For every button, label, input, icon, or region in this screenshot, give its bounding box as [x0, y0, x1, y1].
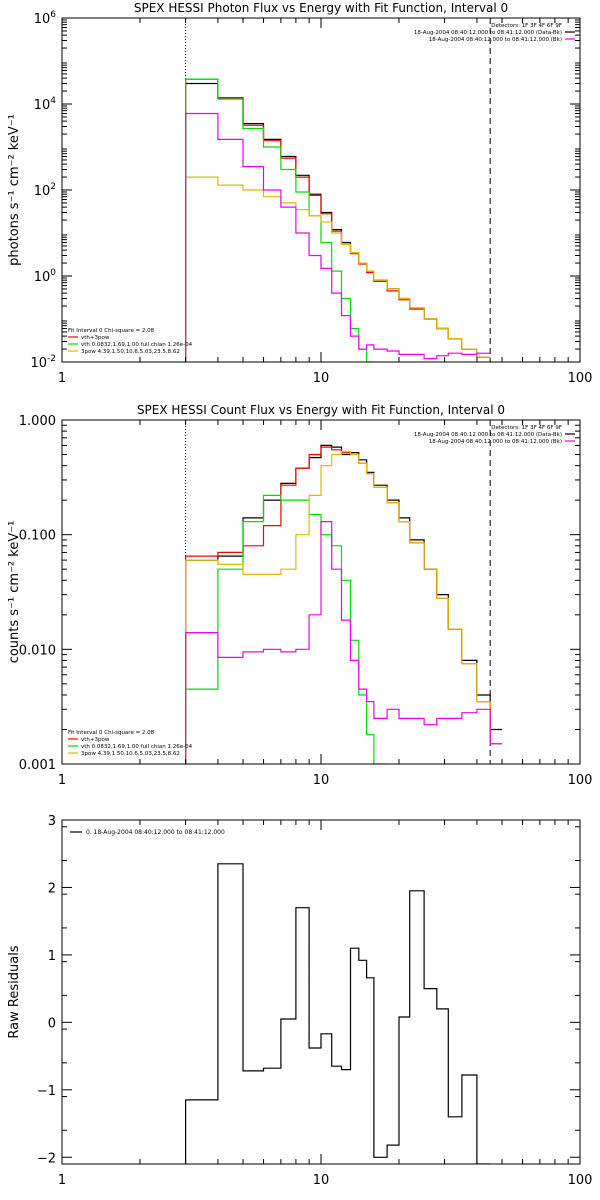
x-tick-label: 100	[568, 1173, 593, 1188]
y-tick-exponent: -2	[47, 354, 56, 364]
y-tick-label: 104	[34, 96, 57, 113]
fit-legend-text: vth 0.0832,1.69,1.00 full chian 1.26e-04	[81, 342, 193, 348]
y-tick-label: −2	[37, 1151, 56, 1166]
chart-title: SPEX HESSI Photon Flux vs Energy with Fi…	[134, 1, 508, 15]
y-tick-base: 10	[34, 98, 51, 113]
legend-entry-text: 18-Aug-2004 08:40:12.000 to 08:41:12.000…	[429, 37, 562, 43]
series-group	[185, 78, 491, 362]
y-tick-label: 1.000	[19, 414, 56, 429]
x-tick-label: 10	[313, 773, 330, 788]
fit-legend-text: 3pow 4.39,1.50,10.6,5.03,23.5,8.62	[81, 751, 180, 757]
x-tick-label: 100	[568, 773, 593, 788]
y-tick-base: 10	[34, 270, 51, 285]
y-tick-label: 3	[48, 814, 56, 829]
fit-legend-text: vth+3pow	[81, 737, 110, 743]
y-tick-exponent: 4	[50, 96, 56, 106]
y-axis-label: counts s⁻¹ cm⁻² keV⁻¹	[7, 521, 22, 664]
y-tick-base: 10	[34, 12, 51, 27]
legend-bottom-left: Fit Interval 0 Chi-square = 2.08vth+3pow…	[68, 730, 193, 757]
y-tick-exponent: 2	[50, 182, 56, 192]
legend-entry-text: 18-Aug-2004 08:40:12.000 to 08:41:12.000…	[429, 439, 562, 445]
fit-legend-title: Fit Interval 0 Chi-square = 2.08	[68, 328, 155, 334]
legend-top-left: 0. 18-Aug-2004 08:40:12.000 to 08:41:12.…	[70, 829, 225, 836]
chart-title: SPEX HESSI Count Flux vs Energy with Fit…	[137, 403, 505, 417]
x-tick-label: 1	[58, 773, 66, 788]
series-group	[185, 863, 491, 1164]
legend-entry-text: Detectors: 1F 3F 4F 6F 9F	[491, 23, 562, 29]
legend-bottom-left: Fit Interval 0 Chi-square = 2.08vth+3pow…	[68, 328, 193, 355]
legend-entry-text: 18-Aug-2004 08:40:12.000 to 08:41:12.000…	[414, 432, 562, 438]
y-tick-label: 100	[34, 268, 57, 285]
series-group	[185, 444, 502, 764]
y-tick-label: 106	[34, 10, 57, 27]
series-line-bk	[185, 521, 502, 764]
chart-panel-3: Raw Residuals 1 10 100 −2 −1 0 1 2 3 0. 18-Aug-200…	[7, 814, 592, 1188]
y-tick-label: 102	[34, 182, 56, 199]
legend-entry-text: 18-Aug-2004 08:40:12.000 to 08:41:12.000…	[414, 30, 562, 36]
y-tick-exponent: 0	[50, 268, 56, 278]
fit-legend-text: vth+3pow	[81, 335, 110, 341]
fit-legend-text: vth 0.0832,1.69,1.00 full chian 1.26e-04	[81, 744, 193, 750]
y-tick-label: 0	[48, 1016, 56, 1031]
series-line-vth	[185, 494, 388, 764]
series-line-bk	[185, 112, 491, 362]
legend-entry-text: Detectors: 1F 3F 4F 6F 9F	[491, 425, 562, 431]
series-line-0-18-aug-2004-08-40-12-000-to-08-41-12-000	[185, 863, 491, 1164]
x-tick-label: 1	[58, 1173, 66, 1188]
y-tick-label: −1	[37, 1084, 56, 1099]
y-axis-label: Raw Residuals	[7, 945, 22, 1038]
y-tick-label: 2	[48, 881, 56, 896]
y-tick-label: 10-2	[30, 354, 56, 371]
chart-panel-1: SPEX HESSI Photon Flux vs Energy with Fi…	[7, 1, 593, 386]
x-tick-label: 10	[313, 1173, 330, 1188]
fit-legend-text: 3pow 4.39,1.50,10.6,5.03,23.5,8.62	[81, 349, 180, 355]
y-tick-label: 0.010	[19, 643, 56, 658]
residual-legend-text: 0. 18-Aug-2004 08:40:12.000 to 08:41:12.…	[86, 829, 225, 836]
y-tick-label: 1	[48, 949, 56, 964]
fit-legend-title: Fit Interval 0 Chi-square = 2.08	[68, 730, 155, 736]
y-tick-exponent: 6	[50, 10, 56, 20]
x-tick-label: 1	[58, 371, 66, 386]
y-tick-label: 0.100	[19, 529, 56, 544]
series-line-3pow	[185, 451, 502, 764]
y-tick-label: 0.001	[19, 758, 56, 773]
chart-panel-2: SPEX HESSI Count Flux vs Energy with Fit…	[7, 403, 593, 788]
x-tick-label: 10	[313, 371, 330, 386]
series-line-3pow	[185, 176, 491, 362]
y-tick-base: 10	[30, 356, 47, 371]
x-tick-label: 100	[568, 371, 593, 386]
y-axis-label: photons s⁻¹ cm⁻² keV⁻¹	[7, 114, 22, 266]
y-tick-base: 10	[34, 184, 51, 199]
